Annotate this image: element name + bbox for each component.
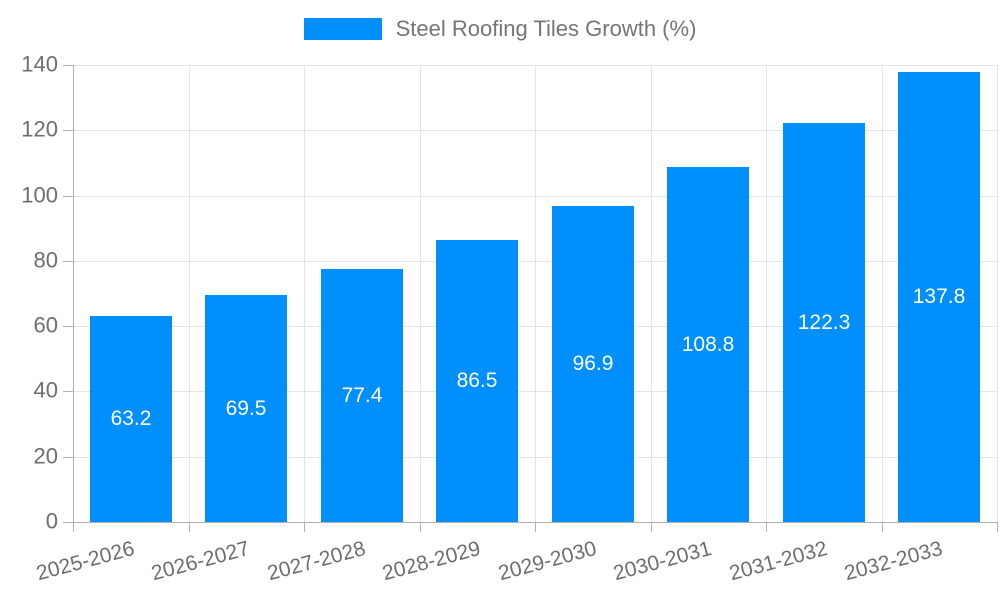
x-axis-line: [73, 522, 998, 523]
bar-value-label: 77.4: [341, 383, 383, 407]
bar-value-label: 96.9: [572, 352, 614, 375]
y-axis-line: [73, 65, 74, 522]
y-axis-tick: [63, 522, 73, 523]
x-gridline: [535, 65, 536, 522]
x-axis-tick: [304, 522, 305, 532]
x-gridline: [997, 65, 998, 522]
bar-2026-2027[interactable]: 69.5: [205, 295, 287, 522]
bar-2029-2030[interactable]: 96.9: [552, 206, 634, 522]
bar-value-label: 108.8: [681, 332, 735, 356]
y-axis-label: 120: [21, 116, 58, 142]
bar-2030-2031[interactable]: 108.8: [667, 167, 749, 522]
bar-2025-2026[interactable]: 63.2: [90, 316, 172, 522]
bar-value-label: 122.3: [797, 310, 851, 334]
x-gridline: [882, 65, 883, 522]
x-axis-tick: [997, 522, 998, 532]
bar-2027-2028[interactable]: 77.4: [321, 269, 403, 522]
x-gridline: [420, 65, 421, 522]
bar-value-label: 137.8: [912, 285, 966, 308]
bar-value-label: 63.2: [110, 407, 152, 430]
x-gridline: [651, 65, 652, 522]
y-axis-label: 80: [33, 247, 58, 273]
y-axis-tick: [63, 261, 73, 262]
x-gridline: [189, 65, 190, 522]
bar-2031-2032[interactable]: 122.3: [783, 123, 865, 522]
y-axis-label: 40: [33, 377, 58, 403]
bar-value-label: 86.5: [456, 369, 498, 392]
y-axis-label: 140: [21, 51, 58, 77]
y-axis-tick: [63, 196, 73, 197]
y-axis-tick: [63, 457, 73, 458]
y-axis-tick: [63, 326, 73, 327]
bar-value-label: 69.5: [225, 396, 267, 420]
legend-series-label: Steel Roofing Tiles Growth (%): [395, 16, 697, 41]
y-axis-tick: [63, 65, 73, 66]
y-axis-label: 20: [33, 443, 58, 469]
x-gridline: [304, 65, 305, 522]
x-axis-tick: [189, 522, 190, 532]
y-axis-label: 60: [33, 312, 58, 338]
legend-marker-swatch: [303, 18, 382, 40]
x-axis-tick: [766, 522, 767, 532]
y-axis-label: 0: [45, 508, 58, 534]
x-axis-tick: [535, 522, 536, 532]
bar-2028-2029[interactable]: 86.5: [436, 240, 518, 522]
y-axis-label: 100: [21, 182, 58, 208]
x-axis-tick: [882, 522, 883, 532]
x-axis-tick: [73, 522, 74, 532]
y-axis-tick: [63, 391, 73, 392]
bar-2032-2033[interactable]: 137.8: [898, 72, 980, 522]
x-axis-tick: [420, 522, 421, 532]
legend[interactable]: Steel Roofing Tiles Growth (%): [0, 16, 1000, 42]
y-axis-tick: [63, 130, 73, 131]
x-gridline: [766, 65, 767, 522]
x-axis-tick: [651, 522, 652, 532]
